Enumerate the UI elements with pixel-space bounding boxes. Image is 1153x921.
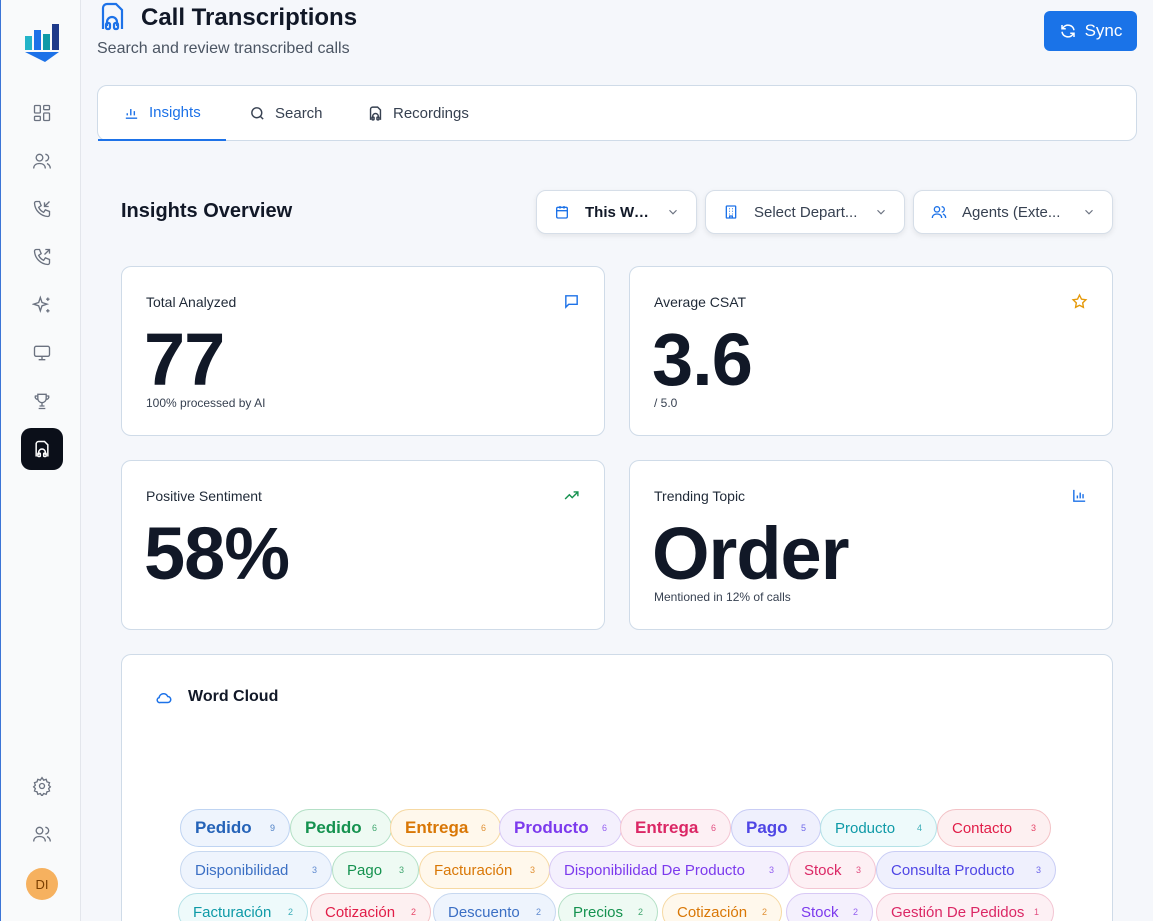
card-value: 77 (144, 318, 225, 401)
word-chip[interactable]: Stock 3 (789, 851, 876, 889)
word-chip[interactable]: Entrega 6 (390, 809, 501, 847)
card-value: 58% (144, 512, 290, 595)
card-value: Order (652, 512, 850, 595)
app-logo[interactable] (23, 22, 61, 64)
trending-topic-card: Trending Topic Order Mentioned in 12% of… (629, 460, 1113, 630)
cloud-icon (156, 692, 172, 704)
card-value: 3.6 (652, 318, 753, 401)
word-chip[interactable]: Pago 3 (332, 851, 419, 889)
word-chip[interactable]: Cotización 2 (310, 893, 431, 921)
word-chip[interactable]: Entrega 6 (620, 809, 731, 847)
tab-insights[interactable]: Insights (98, 86, 226, 141)
department-value: Select Depart... (754, 203, 858, 221)
tab-label: Recordings (393, 105, 469, 122)
sync-label: Sync (1084, 21, 1123, 40)
section-title: Insights Overview (121, 200, 293, 222)
word-chip[interactable]: Pedido 9 (180, 809, 290, 847)
building-icon (725, 205, 737, 219)
word-cloud-panel: Word Cloud Pedido 9 Pedido 6 Entrega 6 Prod… (121, 654, 1113, 921)
tab-recordings[interactable]: Recordings (342, 86, 494, 141)
tab-search[interactable]: Search (224, 86, 348, 141)
sparkles-icon[interactable] (21, 284, 63, 326)
tab-label: Search (275, 105, 323, 122)
outgoing-call-icon[interactable] (21, 236, 63, 278)
total-analyzed-card: Total Analyzed 77 100% processed by AI (121, 266, 605, 436)
card-note: 100% processed by AI (146, 396, 266, 410)
calendar-icon (556, 206, 568, 219)
headphones-file-icon[interactable] (21, 428, 63, 470)
star-icon (1071, 293, 1088, 309)
dashboard-icon[interactable] (21, 92, 63, 134)
positive-sentiment-card: Positive Sentiment 58% (121, 460, 605, 630)
sync-button[interactable]: Sync (1044, 11, 1137, 51)
card-note: Mentioned in 12% of calls (654, 590, 791, 604)
word-chip[interactable]: Precios 2 (558, 893, 658, 921)
card-label: Positive Sentiment (146, 488, 262, 504)
sidebar: DI (0, 0, 81, 921)
card-label: Average CSAT (654, 294, 747, 310)
trophy-icon[interactable] (21, 380, 63, 422)
word-chip[interactable]: Descuento 2 (433, 893, 556, 921)
word-chip[interactable]: Facturación 2 (178, 893, 308, 921)
period-filter[interactable]: This Week (536, 190, 697, 234)
word-chip[interactable]: Facturación 3 (419, 851, 550, 889)
card-label: Trending Topic (654, 488, 746, 504)
word-chip[interactable]: Pago 5 (731, 809, 821, 847)
word-chip[interactable]: Disponibilidad 3 (180, 851, 332, 889)
trending-up-icon (564, 491, 579, 500)
word-chip[interactable]: Consulta Producto 3 (876, 851, 1056, 889)
tab-bar: Insights Search Recordings (97, 85, 1137, 141)
word-chip[interactable]: Contacto 3 (937, 809, 1051, 847)
word-chip[interactable]: Producto 6 (499, 809, 622, 847)
message-icon (565, 295, 578, 309)
period-value: This Week (585, 203, 656, 221)
bar-chart-icon (1073, 489, 1086, 502)
page-subtitle: Search and review transcribed calls (97, 40, 350, 57)
card-note: / 5.0 (654, 396, 678, 410)
word-chip[interactable]: Pedido 6 (290, 809, 392, 847)
tab-label: Insights (149, 104, 201, 121)
word-chip[interactable]: Cotización 2 (662, 893, 782, 921)
search-icon (251, 107, 264, 120)
headphones-icon (369, 106, 382, 121)
chevron-down-icon (1085, 209, 1093, 215)
card-label: Total Analyzed (146, 294, 237, 310)
word-chip[interactable]: Producto 4 (820, 809, 937, 847)
average-csat-card: Average CSAT 3.6 / 5.0 (629, 266, 1113, 436)
incoming-call-icon[interactable] (21, 188, 63, 230)
monitor-icon[interactable] (21, 332, 63, 374)
chevron-down-icon (877, 209, 885, 215)
team-icon[interactable] (21, 813, 63, 855)
word-chip[interactable]: Gestión De Pedidos 1 (876, 893, 1054, 921)
refresh-icon (1060, 24, 1075, 38)
users-icon[interactable] (21, 140, 63, 182)
page-title: Call Transcriptions (141, 4, 358, 31)
agents-filter[interactable]: Agents (Exte... (913, 190, 1113, 234)
department-filter[interactable]: Select Depart... (705, 190, 905, 234)
agents-value: Agents (Exte... (962, 203, 1061, 221)
word-cloud-title: Word Cloud (188, 688, 279, 705)
avatar[interactable]: DI (26, 868, 58, 900)
chevron-down-icon (669, 209, 677, 215)
headphones-file-icon (97, 2, 127, 32)
settings-icon[interactable] (21, 765, 63, 807)
word-chip[interactable]: Stock 2 (786, 893, 873, 921)
bar-chart-icon (125, 108, 138, 119)
word-chip[interactable]: Disponibilidad De Producto 3 (549, 851, 789, 889)
users-icon (931, 206, 947, 219)
